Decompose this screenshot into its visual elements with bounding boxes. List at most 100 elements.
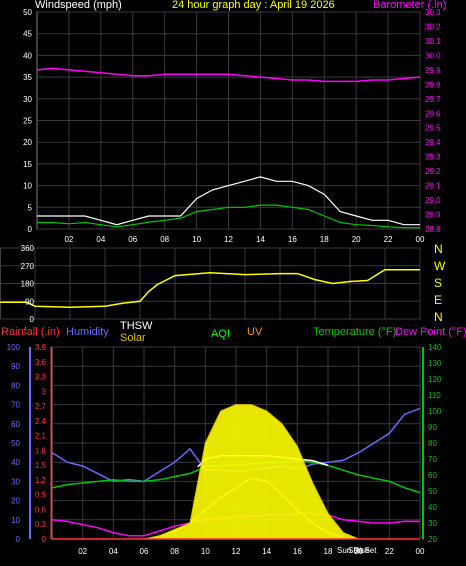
wind-x-tick-label: 10 xyxy=(192,235,201,244)
wind-axis-title: Windspeed (mph) xyxy=(35,0,122,11)
humidity-tick-label: 10 xyxy=(11,516,20,525)
barometer-axis-title: Barometer (.in) xyxy=(373,0,446,11)
wind-tick-label: 5 xyxy=(28,203,33,212)
rainfall-tick-label: 3 xyxy=(42,387,47,396)
temperature-tick-label: 60 xyxy=(428,471,437,480)
conditions-x-tick-label: 12 xyxy=(232,547,241,556)
temperature-tick-label: 100 xyxy=(428,407,442,416)
sunrise-marker: Sun Rise xyxy=(337,546,370,555)
rainfall-tick-label: 0.9 xyxy=(35,491,47,500)
wind-tick-label: 20 xyxy=(23,138,32,147)
barometer-tick-label: 28.8 xyxy=(425,225,441,234)
wind-x-tick-label: 16 xyxy=(288,235,297,244)
rainfall-tick-label: 2.1 xyxy=(35,432,47,441)
temperature-tick-label: 30 xyxy=(428,519,437,528)
conditions-x-tick-label: 06 xyxy=(140,547,149,556)
legend-rainfall: Rainfall (.in) xyxy=(1,326,60,338)
temperature-tick-label: 80 xyxy=(428,439,437,448)
wind-tick-label: 0 xyxy=(28,225,33,234)
wind-tick-label: 10 xyxy=(23,182,32,191)
series-windspeed-mph- xyxy=(37,176,420,226)
legend-dewpoint: Dew Point (°F) xyxy=(395,326,466,338)
conditions-x-tick-label: 22 xyxy=(385,547,394,556)
temperature-tick-label: 140 xyxy=(428,343,442,352)
wind-x-tick-label: 08 xyxy=(160,235,169,244)
chart-title: 24 hour graph day : April 19 2026 xyxy=(172,0,335,11)
wind-x-tick-label: 22 xyxy=(384,235,393,244)
humidity-tick-label: 80 xyxy=(11,381,20,390)
conditions-x-tick-label: 18 xyxy=(324,547,333,556)
temperature-tick-label: 110 xyxy=(428,391,441,400)
wind-x-tick-label: 14 xyxy=(256,235,265,244)
temperature-tick-label: 20 xyxy=(428,535,437,544)
humidity-tick-label: 0 xyxy=(16,535,21,544)
direction-tick-label: 180 xyxy=(21,280,35,289)
humidity-tick-label: 70 xyxy=(11,401,20,410)
barometer-tick-label: 29.8 xyxy=(425,80,441,89)
conditions-x-tick-label: 04 xyxy=(109,547,118,556)
temperature-tick-label: 130 xyxy=(428,359,442,368)
conditions-x-tick-label: 02 xyxy=(78,547,87,556)
legend-humidity: Humidity xyxy=(66,326,109,338)
wind-tick-label: 45 xyxy=(23,30,32,39)
barometer-tick-label: 28.9 xyxy=(425,211,441,220)
series-solar xyxy=(143,404,359,540)
series-wind-average xyxy=(37,204,420,229)
rainfall-tick-label: 2.4 xyxy=(35,417,47,426)
rainfall-tick-label: 1.8 xyxy=(35,446,47,455)
series-wind-direction xyxy=(0,268,420,308)
conditions-x-tick-label: 00 xyxy=(416,547,425,556)
barometer-tick-label: 30.0 xyxy=(425,51,441,60)
legend-uv: UV xyxy=(247,326,263,338)
wind-x-tick-label: 04 xyxy=(96,235,105,244)
temperature-tick-label: 70 xyxy=(428,455,437,464)
humidity-tick-label: 30 xyxy=(11,477,20,486)
sunset-marker: Sun Set xyxy=(348,546,377,555)
legend-thsw: THSW xyxy=(120,320,153,332)
direction-tick-label: 0 xyxy=(30,315,35,324)
wind-x-tick-label: 18 xyxy=(320,235,329,244)
compass-label-n-top: N xyxy=(434,242,443,256)
wind-tick-label: 40 xyxy=(23,51,32,60)
humidity-tick-label: 40 xyxy=(11,458,20,467)
rainfall-tick-label: 0 xyxy=(42,535,47,544)
barometer-tick-label: 29.7 xyxy=(425,95,441,104)
rainfall-tick-label: 3.6 xyxy=(35,358,47,367)
direction-tick-label: 270 xyxy=(21,262,35,271)
wind-tick-label: 35 xyxy=(23,73,32,82)
rainfall-tick-label: 0.3 xyxy=(35,520,47,529)
wind-tick-label: 30 xyxy=(23,95,32,104)
barometer-tick-label: 29.1 xyxy=(425,182,441,191)
temperature-tick-label: 90 xyxy=(428,423,437,432)
barometer-tick-label: 29.6 xyxy=(425,109,441,118)
legend-temperature: Temperature (°F) xyxy=(313,326,396,338)
rainfall-tick-label: 3.3 xyxy=(35,373,47,382)
wind-tick-label: 15 xyxy=(23,160,32,169)
wind-x-tick-label: 20 xyxy=(352,235,361,244)
legend-aqi: AQI xyxy=(211,328,230,340)
barometer-tick-label: 29.0 xyxy=(425,196,441,205)
wind-tick-label: 25 xyxy=(23,117,32,126)
direction-tick-label: 90 xyxy=(25,297,34,306)
barometer-tick-label: 29.3 xyxy=(425,153,441,162)
barometer-tick-label: 30.2 xyxy=(425,22,441,31)
humidity-tick-label: 100 xyxy=(7,343,21,352)
wind-x-tick-label: 02 xyxy=(64,235,73,244)
temperature-tick-label: 120 xyxy=(428,375,442,384)
barometer-tick-label: 29.5 xyxy=(425,124,441,133)
humidity-tick-label: 50 xyxy=(11,439,20,448)
humidity-tick-label: 90 xyxy=(11,362,20,371)
compass-label-w: W xyxy=(434,259,446,273)
series-barometer-in- xyxy=(36,67,421,83)
temperature-tick-label: 50 xyxy=(428,487,437,496)
rainfall-tick-label: 1.2 xyxy=(35,476,47,485)
direction-tick-label: 360 xyxy=(21,244,35,253)
conditions-x-tick-label: 10 xyxy=(201,547,210,556)
barometer-tick-label: 29.9 xyxy=(425,66,441,75)
wind-x-tick-label: 00 xyxy=(416,235,425,244)
conditions-x-tick-label: 16 xyxy=(293,547,302,556)
barometer-tick-label: 30.1 xyxy=(425,37,441,46)
wind-x-tick-label: 06 xyxy=(128,235,137,244)
temperature-tick-label: 40 xyxy=(428,503,437,512)
